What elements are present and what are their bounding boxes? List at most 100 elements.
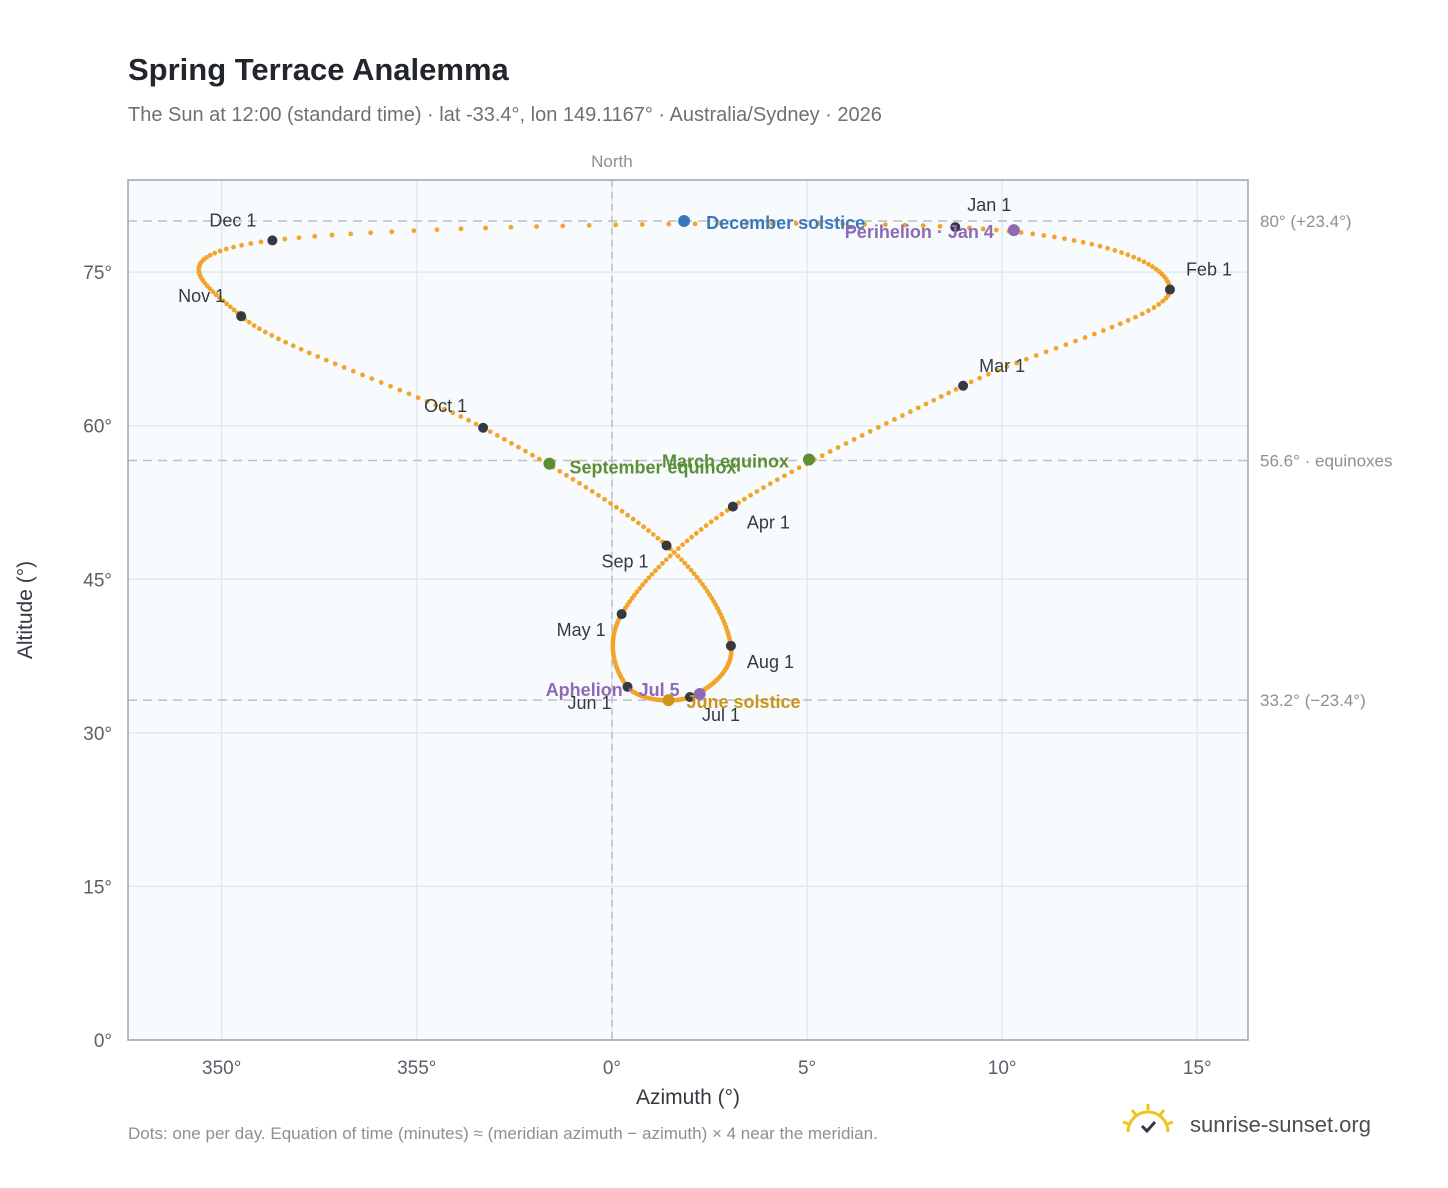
day-dot [239, 242, 245, 248]
day-dot [248, 241, 254, 246]
day-dot [589, 488, 595, 494]
day-dot [378, 380, 384, 385]
day-dot [843, 441, 849, 446]
day-dot [1146, 261, 1151, 267]
day-dot [217, 248, 223, 254]
day-dot [652, 568, 658, 574]
day-dot [931, 397, 937, 403]
day-dot [875, 424, 881, 430]
month-marker [478, 422, 489, 433]
month-marker [950, 222, 961, 233]
day-dot [516, 444, 521, 450]
day-dot [1105, 245, 1111, 251]
day-dot [213, 292, 219, 298]
day-dot [483, 225, 489, 231]
day-dot [602, 496, 607, 502]
day-dot [915, 405, 921, 411]
day-dot [719, 511, 725, 517]
day-dot [634, 589, 640, 595]
day-dot [697, 578, 703, 584]
day-dot [625, 512, 631, 518]
day-dot [689, 534, 695, 540]
day-dot [1089, 241, 1095, 247]
day-dot [718, 221, 724, 227]
day-dot [1125, 252, 1131, 258]
day-dot [1146, 308, 1151, 314]
month-marker [236, 311, 247, 322]
day-dot [466, 417, 472, 423]
day-dot [434, 227, 440, 233]
day-dot [1062, 236, 1067, 242]
day-dot [494, 433, 500, 438]
day-dot [883, 421, 889, 426]
day-dot [851, 437, 857, 442]
day-dot [1097, 243, 1103, 249]
day-dot [312, 233, 318, 239]
month-marker [958, 380, 969, 391]
day-dot [938, 394, 944, 399]
day-dot [1163, 295, 1169, 301]
month-label: Mar 1 [979, 356, 1025, 376]
axis-ticks: 350° 355° 0° 5° 10° 15° 0° 15° 30° 45° 60° 75° [83, 263, 1211, 1079]
day-dot [1082, 335, 1088, 340]
day-dot [560, 223, 566, 229]
event-label: March equinox [662, 452, 789, 472]
day-dot [882, 222, 888, 228]
day-dot [509, 440, 514, 446]
day-dot [660, 560, 665, 566]
day-dot [1051, 234, 1057, 240]
x-tick-label: 5° [798, 1058, 816, 1079]
day-dot [698, 527, 704, 532]
month-marker [267, 235, 278, 246]
day-dot [703, 523, 709, 529]
x-tick-label: 15° [1183, 1058, 1212, 1079]
day-dot [650, 532, 656, 537]
day-dot [637, 585, 643, 591]
day-dot [424, 399, 430, 404]
day-dot [296, 235, 302, 241]
reference-lines: 80° (+23.4°) 56.6° · equinoxes 33.2° (−23.… [128, 212, 1393, 710]
day-dot [1117, 321, 1123, 327]
brand-logo[interactable]: sunrise-sunset.org [1120, 1100, 1390, 1150]
day-dot [596, 492, 601, 498]
day-dot [487, 429, 493, 435]
day-dot [761, 485, 766, 490]
y-tick-label: 30° [83, 724, 112, 745]
x-tick-label: 0° [603, 1058, 621, 1079]
day-dot [1139, 311, 1145, 317]
day-dot [1014, 360, 1019, 366]
day-dot [707, 592, 712, 598]
day-dot [754, 489, 760, 494]
day-dot [636, 520, 641, 526]
day-dot [450, 410, 456, 416]
day-dot [1033, 353, 1039, 358]
day-dot [688, 567, 694, 573]
event-label: September equinox [569, 458, 736, 478]
event-marker [1007, 224, 1020, 237]
day-dot [411, 228, 417, 234]
day-dot [744, 221, 750, 226]
event-label: Aphelion · Jul 5 [546, 680, 680, 700]
day-dot [348, 231, 354, 237]
day-dot [1100, 328, 1106, 333]
day-dot [995, 368, 1000, 373]
day-dot [708, 519, 714, 525]
day-dot [663, 557, 669, 563]
month-marker [661, 540, 672, 551]
day-dot [350, 368, 356, 374]
day-dot [649, 571, 655, 577]
day-dot [639, 222, 645, 227]
y-tick-label: 45° [83, 570, 112, 591]
day-dot [212, 250, 218, 256]
day-dot [748, 492, 753, 498]
day-dot [298, 346, 304, 352]
day-dot [675, 546, 681, 551]
day-dot [473, 421, 479, 427]
month-label: Jul 1 [702, 705, 740, 725]
day-dot [406, 391, 412, 397]
day-dot [859, 432, 865, 438]
day-dot [557, 468, 563, 474]
day-dot [1023, 356, 1029, 362]
day-dot [397, 387, 403, 393]
